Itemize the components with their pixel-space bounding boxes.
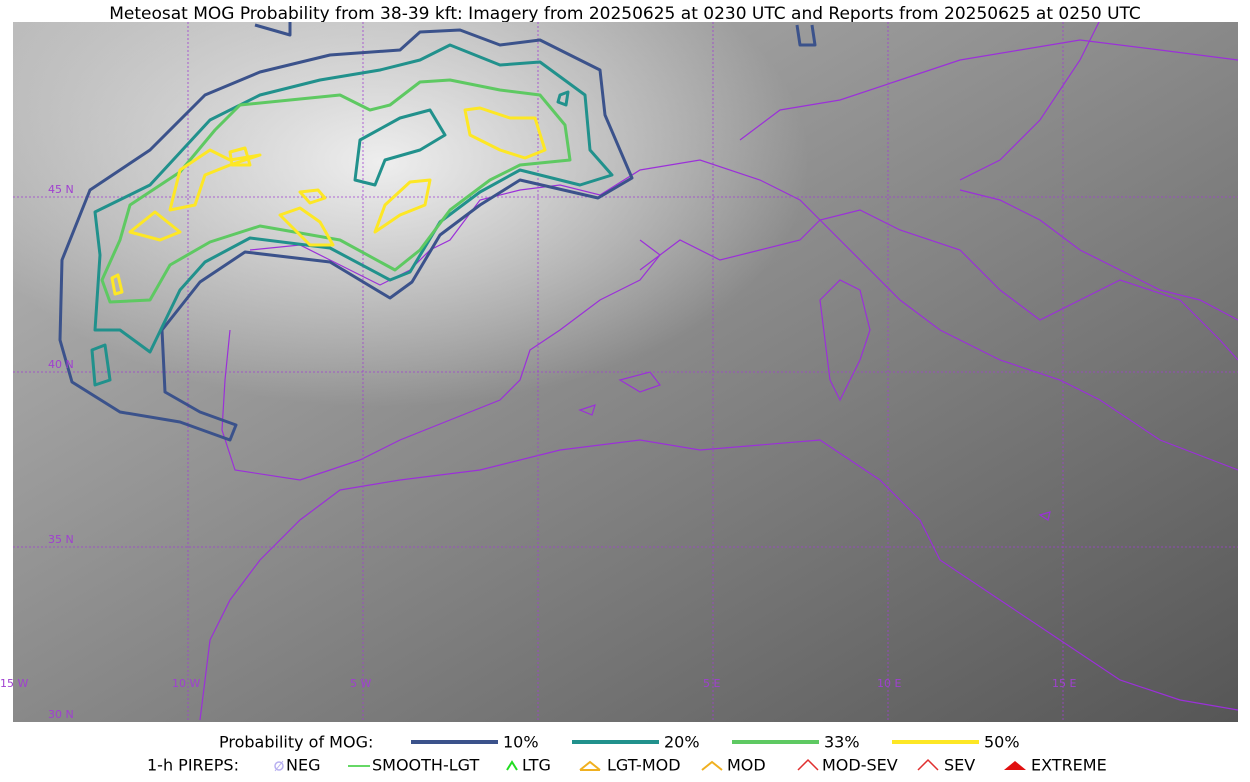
lon-label: 5 W xyxy=(350,677,371,690)
neg-icon xyxy=(274,761,284,771)
pireps-label: SEV xyxy=(944,756,975,775)
lon-label: 15 E xyxy=(1052,677,1076,690)
extreme-icon xyxy=(1004,761,1026,770)
pireps-title: 1-h PIREPS: xyxy=(147,756,239,775)
lat-labels: 45 N 40 N 35 N 30 N xyxy=(48,183,74,721)
lat-label: 40 N xyxy=(48,358,74,371)
contour-20 xyxy=(90,90,570,387)
pireps-label: MOD xyxy=(727,756,766,775)
pireps-label: NEG xyxy=(286,756,320,775)
lon-label: 5 E xyxy=(703,677,720,690)
lat-label: 30 N xyxy=(48,708,74,721)
pireps-label: MOD-SEV xyxy=(822,756,898,775)
legend: Probability of MOG: 10% 20% 33% 50% xyxy=(219,733,1020,752)
contour-10 xyxy=(254,22,817,47)
pireps-legend: 1-h PIREPS: NEG SMOOTH-LGT LTG LGT-MOD MOD MO… xyxy=(147,756,1107,775)
sev-icon xyxy=(917,758,939,771)
legend-label: 33% xyxy=(824,733,860,752)
lgt-mod-icon xyxy=(579,760,601,771)
contour-20 xyxy=(93,43,614,354)
lon-label: 10 E xyxy=(877,677,901,690)
contour-33 xyxy=(100,78,572,304)
ltg-icon xyxy=(506,760,518,771)
lon-label: 10 W xyxy=(172,677,200,690)
pireps-label: LTG xyxy=(522,756,551,775)
mog-contours xyxy=(58,22,817,442)
mod-icon xyxy=(701,760,723,771)
legend-label: 10% xyxy=(503,733,539,752)
pireps-label: SMOOTH-LGT xyxy=(372,756,479,775)
lat-label: 35 N xyxy=(48,533,74,546)
lon-label: 15 W xyxy=(0,677,28,690)
pireps-label: EXTREME xyxy=(1031,756,1107,775)
coastlines xyxy=(199,22,1238,721)
neg-icon xyxy=(274,760,284,772)
lat-label: 45 N xyxy=(48,183,74,196)
contour-10 xyxy=(58,28,634,442)
legend-title: Probability of MOG: xyxy=(219,733,373,752)
graticule xyxy=(13,22,1238,722)
map xyxy=(13,22,1238,722)
pireps-label: LGT-MOD xyxy=(607,756,681,775)
mod-sev-icon xyxy=(797,758,819,771)
legend-label: 50% xyxy=(984,733,1020,752)
legend-label: 20% xyxy=(664,733,700,752)
lon-labels: 15 W 10 W 5 W 5 E 10 E 15 E xyxy=(0,677,1076,690)
contour-50 xyxy=(110,106,547,296)
title: Meteosat MOG Probability from 38-39 kft:… xyxy=(109,4,1141,24)
